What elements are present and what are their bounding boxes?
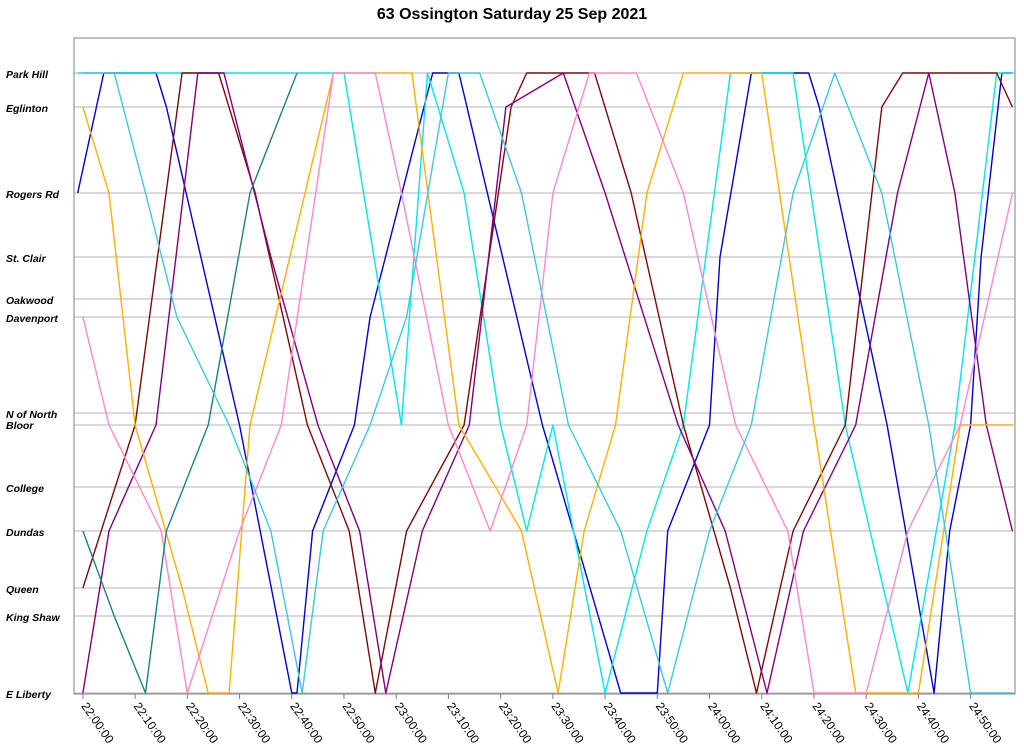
x-tick-label: 24:30:00	[862, 700, 900, 747]
stop-label-college: College	[6, 483, 44, 495]
x-tick-label: 23:10:00	[444, 700, 482, 747]
stop-label-st-clair: St. Clair	[6, 253, 47, 265]
x-tick-label: 24:00:00	[705, 700, 743, 747]
vehicle-traces	[77, 72, 1014, 694]
stop-label-king-shaw: King Shaw	[6, 612, 61, 624]
x-tick-label: 22:00:00	[78, 700, 116, 747]
vehicle-trace-4	[82, 72, 1014, 694]
x-tick-label: 24:50:00	[966, 700, 1004, 747]
stop-label-dundas: Dundas	[6, 527, 45, 539]
chart-title: 63 Ossington Saturday 25 Sep 2021	[376, 6, 648, 23]
x-tick-label: 22:40:00	[287, 700, 325, 747]
x-tick-label: 23:00:00	[392, 700, 430, 747]
plot-area	[73, 37, 1016, 695]
x-tick-label: 23:20:00	[496, 700, 534, 747]
vehicle-trace-3	[82, 72, 1014, 694]
x-tick-label: 22:20:00	[183, 700, 221, 747]
stop-label-park-hill: Park Hill	[6, 69, 49, 81]
x-tick-label: 22:10:00	[131, 700, 169, 747]
stop-label-n-of-north: N of North	[6, 409, 57, 421]
x-tick-label: 22:30:00	[235, 700, 273, 747]
time-axis: 22:00:00 22:10:00 22:20:00 22:30:00 22:40:00…	[78, 694, 1005, 747]
stop-label-davenport: Davenport	[6, 313, 58, 325]
stop-labels: Park Hill Eglinton Rogers Rd St. Clair Oakwo…	[6, 69, 61, 701]
x-tick-label: 24:40:00	[914, 700, 952, 747]
x-tick-label: 24:20:00	[809, 700, 847, 747]
stop-label-queen: Queen	[6, 584, 39, 596]
x-tick-label: 22:50:00	[340, 700, 378, 747]
stop-label-rogers-rd: Rogers Rd	[6, 189, 60, 201]
stop-label-eglinton: Eglinton	[6, 103, 48, 115]
stop-label-bloor: Bloor	[6, 420, 34, 432]
vehicle-trace-6	[82, 72, 1014, 694]
x-tick-label: 23:50:00	[653, 700, 691, 747]
x-tick-label: 24:10:00	[757, 700, 795, 747]
stop-label-e-liberty: E Liberty	[6, 689, 52, 701]
x-tick-label: 23:30:00	[548, 700, 586, 747]
vehicle-trace-7	[82, 72, 298, 694]
vehicle-trace-8	[82, 72, 1013, 694]
vehicle-trace-1	[77, 72, 1013, 694]
stop-label-oakwood: Oakwood	[6, 295, 54, 307]
x-tick-label: 23:40:00	[601, 700, 639, 747]
